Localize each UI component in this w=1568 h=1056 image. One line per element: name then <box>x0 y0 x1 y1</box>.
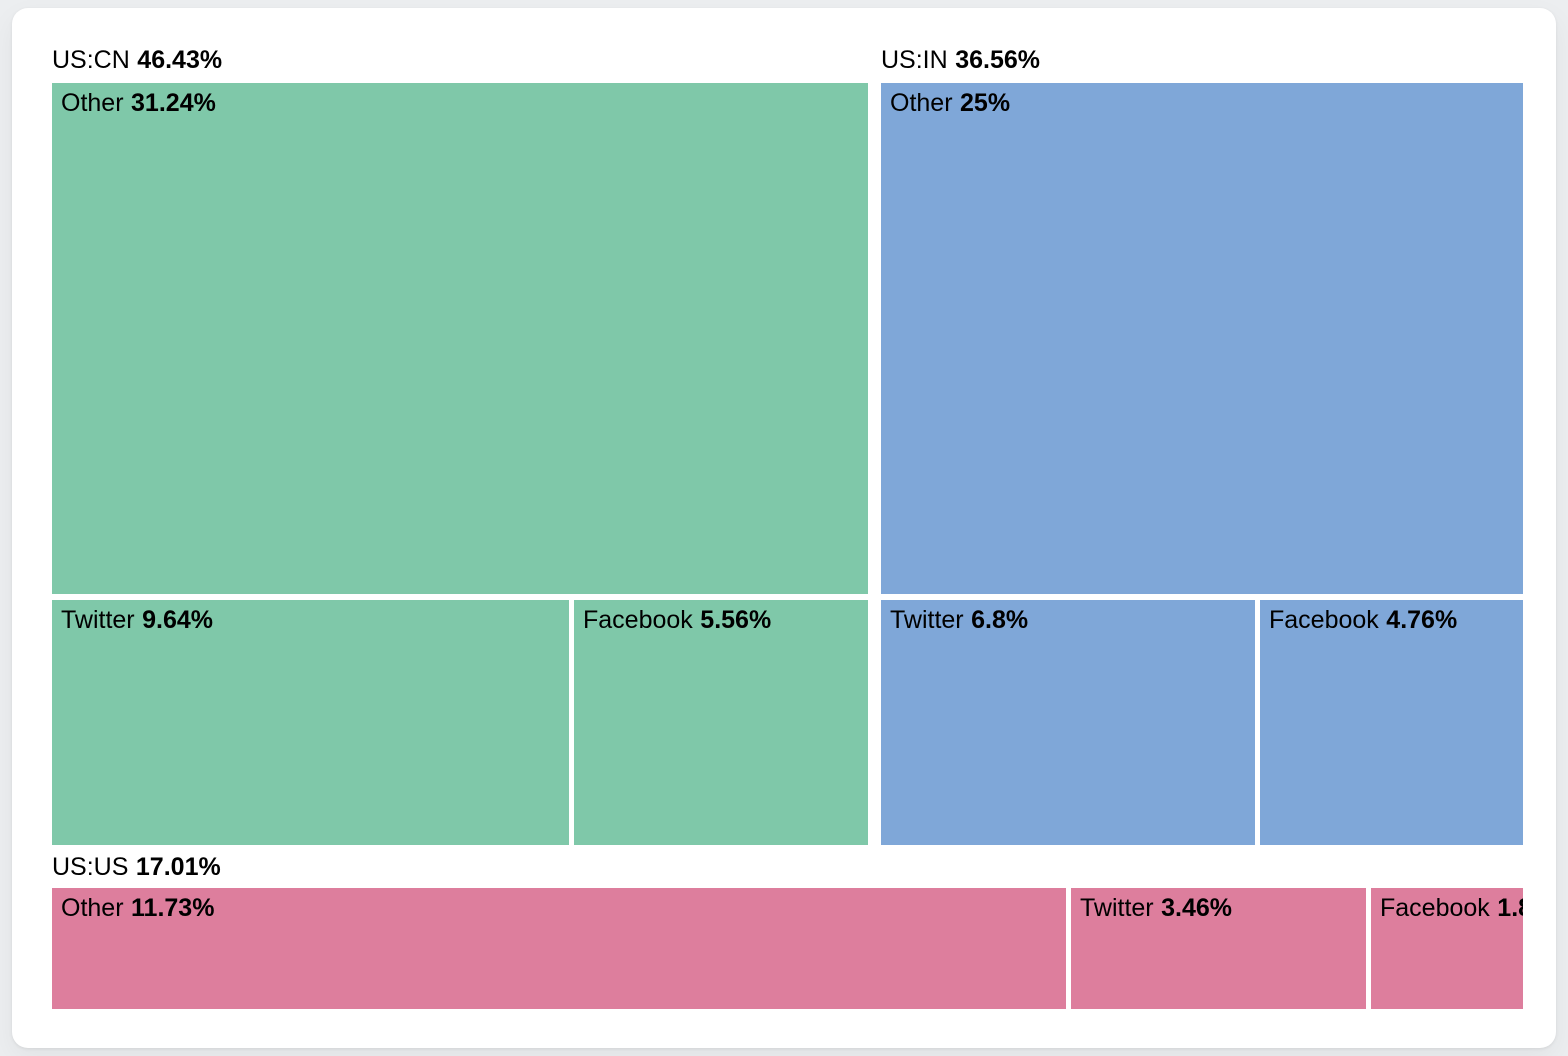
treemap-cell-us-cn-twitter[interactable]: Twitter 9.64% <box>52 600 569 845</box>
cell-percent: 3.46% <box>1161 894 1233 922</box>
group-percent: 36.56% <box>955 46 1040 74</box>
group-header-us-us: US:US 17.01% <box>52 851 221 883</box>
treemap-cell-us-us-facebook[interactable]: Facebook 1.81% <box>1371 888 1523 1009</box>
cell-percent: 6.8% <box>971 606 1029 634</box>
group-name: US:US <box>52 853 129 881</box>
group-name: US:IN <box>881 46 948 74</box>
cell-percent: 11.73% <box>131 894 215 922</box>
cell-name: Other <box>61 894 124 922</box>
cell-name: Facebook <box>1269 606 1379 634</box>
cell-percent: 1.81% <box>1497 894 1523 922</box>
treemap-cell-us-us-twitter[interactable]: Twitter 3.46% <box>1071 888 1366 1009</box>
group-header-us-cn: US:CN 46.43% <box>52 44 222 76</box>
group-name: US:CN <box>52 46 130 74</box>
cell-percent: 25% <box>960 89 1011 117</box>
cell-percent: 9.64% <box>142 606 214 634</box>
group-header-us-in: US:IN 36.56% <box>881 44 1040 76</box>
treemap-cell-us-in-twitter[interactable]: Twitter 6.8% <box>881 600 1255 845</box>
cell-name: Other <box>61 89 124 117</box>
group-percent: 17.01% <box>135 853 221 881</box>
cell-name: Facebook <box>583 606 693 634</box>
treemap-cell-us-in-other[interactable]: Other 25% <box>881 83 1523 594</box>
treemap-cell-us-us-other[interactable]: Other 11.73% <box>52 888 1066 1009</box>
cell-percent: 31.24% <box>131 89 216 117</box>
chart-card: US:CN 46.43% Other 31.24% Twitter 9.64% Fac… <box>12 8 1556 1048</box>
cell-name: Facebook <box>1380 894 1490 922</box>
treemap-cell-us-in-facebook[interactable]: Facebook 4.76% <box>1260 600 1523 845</box>
cell-percent: 5.56% <box>700 606 772 634</box>
cell-name: Twitter <box>890 606 964 634</box>
cell-name: Other <box>890 89 953 117</box>
treemap-cell-us-cn-facebook[interactable]: Facebook 5.56% <box>574 600 868 845</box>
cell-name: Twitter <box>61 606 135 634</box>
cell-percent: 4.76% <box>1386 606 1458 634</box>
treemap-cell-us-cn-other[interactable]: Other 31.24% <box>52 83 868 594</box>
group-percent: 46.43% <box>137 46 223 74</box>
cell-name: Twitter <box>1080 894 1154 922</box>
